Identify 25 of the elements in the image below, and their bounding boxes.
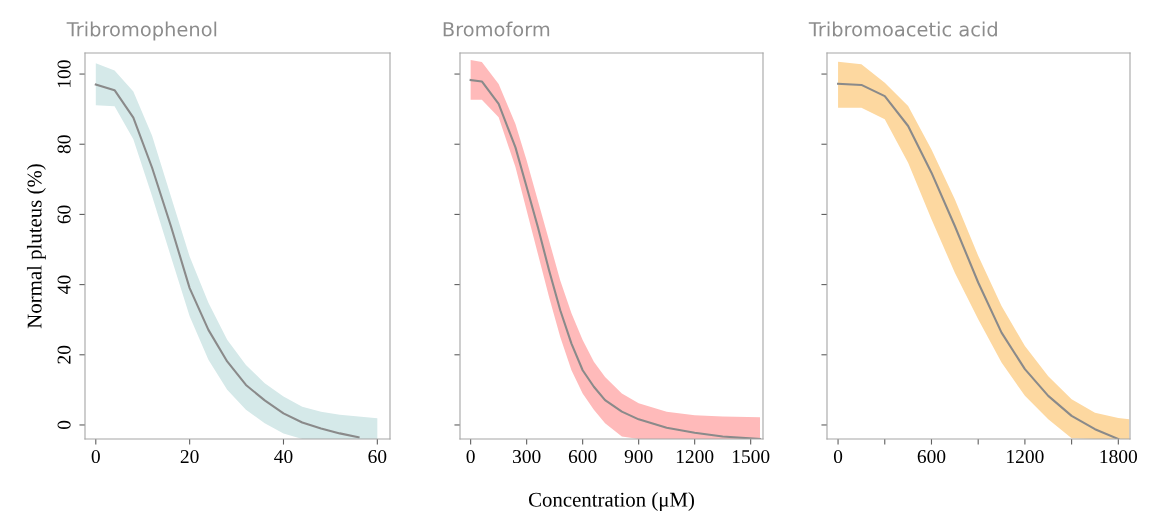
x-tick-label: 300 (513, 449, 541, 464)
chart-title: Tribromophenol (66, 21, 217, 41)
x-axis-title: Concentration (μM) (528, 492, 694, 511)
x-tick-label: 0 (91, 449, 100, 464)
x-tick-label: 600 (917, 449, 946, 464)
x-tick-label: 0 (833, 449, 843, 464)
x-tick-label: 600 (568, 449, 597, 464)
x-tick-label: 900 (624, 449, 653, 464)
x-tick-label: 60 (368, 449, 387, 464)
y-tick-label: 20 (57, 345, 71, 364)
x-tick-label: 1800 (1100, 449, 1138, 464)
x-tick-label: 1500 (732, 449, 770, 464)
chart-title: Bromoform (443, 21, 550, 37)
y-tick-label: 40 (57, 275, 71, 294)
x-tick-label: 1200 (1007, 449, 1044, 464)
x-tick-label: 40 (274, 449, 293, 464)
x-tick-label: 1200 (676, 449, 714, 464)
y-axis-title: Normal pluteus (%) (26, 164, 46, 329)
chart-title: Tribromoacetic acid (808, 21, 997, 37)
y-tick-label: 0 (57, 420, 71, 430)
y-tick-label: 80 (57, 135, 71, 154)
y-tick-label: 60 (57, 205, 71, 224)
y-tick-label: 100 (57, 60, 71, 87)
x-tick-label: 0 (466, 449, 475, 464)
x-tick-label: 20 (180, 449, 199, 464)
